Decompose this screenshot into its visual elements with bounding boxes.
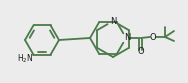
Text: N: N — [110, 17, 116, 25]
Text: O: O — [138, 47, 144, 57]
Text: N: N — [124, 34, 130, 42]
Text: H$_2$N: H$_2$N — [17, 52, 34, 65]
Text: O: O — [150, 33, 156, 42]
